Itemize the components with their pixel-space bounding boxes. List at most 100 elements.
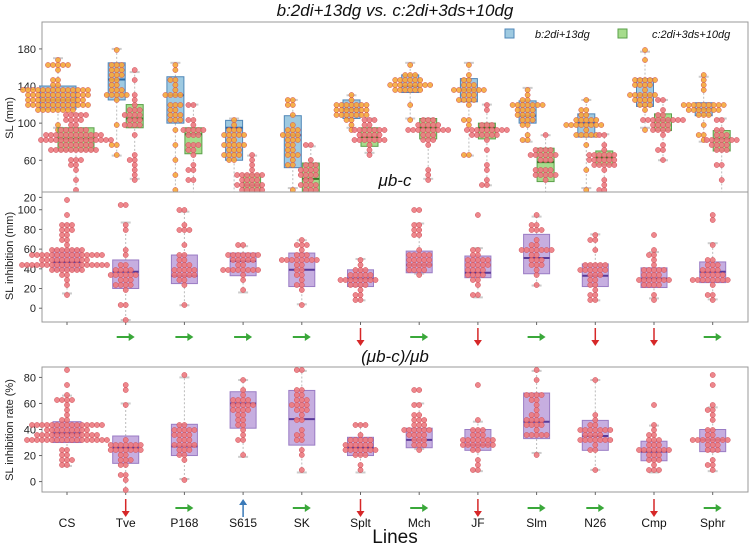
- data-point: [112, 282, 119, 288]
- data-point: [69, 432, 75, 438]
- arrow-head: [128, 333, 135, 341]
- box-JF: [464, 212, 492, 299]
- data-point: [703, 137, 710, 143]
- data-point: [357, 262, 364, 268]
- data-point: [68, 142, 74, 148]
- data-point: [307, 157, 314, 163]
- data-point: [470, 467, 476, 473]
- data-point: [592, 437, 599, 443]
- data-point: [713, 147, 720, 153]
- data-point: [112, 267, 119, 273]
- data-point: [514, 102, 521, 108]
- arrow-head: [591, 340, 600, 346]
- data-point: [406, 257, 413, 263]
- data-point: [131, 67, 138, 73]
- data-point: [122, 447, 129, 453]
- data-point: [538, 422, 545, 428]
- data-point: [651, 277, 657, 283]
- data-point: [89, 262, 95, 268]
- x-tick-label-CS: CS: [59, 516, 76, 530]
- data-point: [719, 277, 726, 283]
- data-point: [475, 432, 481, 438]
- data-point: [376, 132, 383, 138]
- data-point: [361, 127, 368, 133]
- data-point: [69, 437, 75, 443]
- data-point: [475, 262, 481, 268]
- data-point: [524, 92, 531, 98]
- data-point: [421, 417, 428, 423]
- data-point: [476, 87, 482, 93]
- data-point: [532, 147, 539, 153]
- data-point: [48, 147, 54, 153]
- data-point: [78, 142, 84, 148]
- data-point: [466, 92, 472, 98]
- data-point: [226, 127, 232, 133]
- data-point: [538, 392, 545, 398]
- data-point: [641, 447, 647, 453]
- data-point: [343, 102, 350, 108]
- data-point: [416, 402, 423, 408]
- data-point: [298, 432, 305, 438]
- data-point: [475, 282, 481, 288]
- data-point: [593, 122, 600, 128]
- data-point: [289, 112, 296, 118]
- data-point: [172, 172, 179, 178]
- data-point: [592, 292, 599, 298]
- data-point: [131, 92, 138, 98]
- data-point: [533, 392, 540, 398]
- data-point: [518, 247, 525, 253]
- data-point: [64, 282, 70, 288]
- data-point: [131, 157, 138, 163]
- legend-swatch-c: [617, 28, 628, 39]
- data-point: [63, 117, 69, 123]
- data-point: [514, 107, 521, 113]
- data-point: [538, 262, 545, 268]
- data-point: [245, 397, 251, 403]
- data-point: [131, 172, 138, 178]
- data-point: [695, 132, 702, 138]
- data-point: [533, 237, 540, 243]
- data-point: [307, 162, 314, 168]
- data-point: [172, 67, 179, 73]
- data-point: [78, 127, 84, 133]
- data-point: [347, 282, 354, 288]
- data-point: [64, 447, 70, 453]
- data-point: [547, 172, 554, 178]
- data-point: [313, 257, 320, 263]
- legend: b:2di+13dg c:2di+3ds+10dg: [504, 28, 731, 41]
- data-point: [465, 257, 471, 263]
- data-point: [64, 457, 70, 463]
- data-point: [127, 267, 134, 273]
- data-point: [176, 452, 183, 458]
- data-point: [480, 442, 486, 448]
- data-point: [533, 412, 540, 418]
- data-point: [700, 122, 707, 128]
- data-point: [529, 117, 536, 123]
- data-point: [259, 182, 265, 188]
- data-point: [713, 127, 720, 133]
- data-point: [636, 277, 642, 283]
- data-point: [700, 72, 707, 78]
- data-point: [601, 167, 608, 173]
- data-point: [298, 247, 305, 253]
- data-point: [74, 247, 80, 253]
- data-point: [122, 247, 129, 253]
- box-P168: [170, 372, 198, 483]
- data-point: [181, 457, 188, 463]
- data-point: [108, 137, 114, 143]
- data-point: [416, 257, 423, 263]
- data-point: [302, 177, 309, 183]
- data-point: [533, 452, 540, 458]
- data-point: [190, 127, 197, 133]
- data-point: [660, 147, 666, 153]
- data-point: [59, 427, 65, 433]
- data-point: [200, 127, 207, 133]
- data-point: [499, 127, 505, 133]
- data-point: [221, 152, 227, 158]
- data-point: [583, 107, 590, 113]
- data-point: [293, 257, 300, 263]
- data-point: [601, 162, 608, 168]
- data-point: [117, 272, 124, 278]
- box-Tve: [107, 202, 140, 323]
- data-point: [656, 452, 662, 458]
